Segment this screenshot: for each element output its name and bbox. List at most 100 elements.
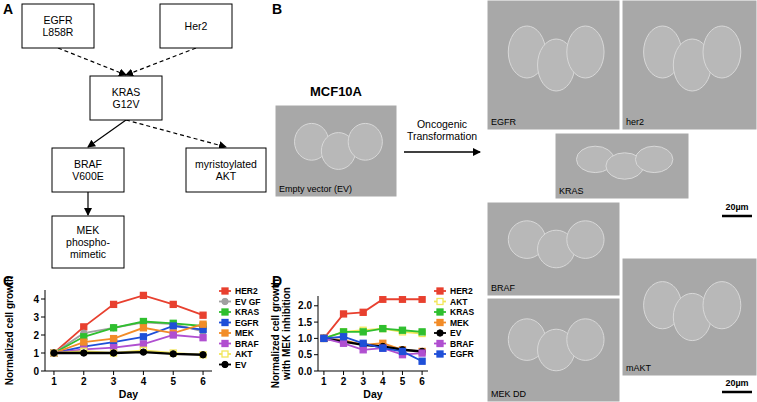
micrograph [622,258,757,376]
marker [419,329,425,335]
micrograph-label: BRAF [491,283,516,293]
marker [51,350,57,356]
x-tick-label: 1 [321,376,327,387]
marker [222,309,228,315]
legend-label: AKT [450,297,468,307]
x-axis-title: Day [119,388,138,400]
legend-label: MEK [450,318,470,328]
cell-outline [703,26,741,78]
marker [200,321,206,327]
node-label: KRASG12V [112,86,141,110]
marker [110,350,116,356]
marker [437,341,443,347]
marker [321,335,327,341]
y-tick-label: 0.5 [298,349,312,360]
x-tick [203,371,204,375]
marker [51,350,57,356]
marker [200,335,206,341]
y-tick [314,371,318,372]
marker [140,334,146,340]
x-tick-label: 1 [51,376,57,387]
marker [437,309,443,315]
legend-entry: EGFR [434,349,474,359]
marker [170,323,176,329]
legend-entry: MEK [434,318,470,328]
panel-letter: B [272,1,282,17]
series-line [54,322,203,354]
legend-entry: AKT [219,349,253,359]
marker [51,350,57,356]
legend-entry: KRAS [434,307,474,317]
marker [437,330,443,336]
x-tick [53,371,54,375]
x-tick [363,371,364,375]
cell-outline [348,123,382,160]
y-tick-label: 4 [33,294,39,305]
marker [170,301,176,307]
x-tick [173,371,174,375]
diagram: EGFRL858RHer2KRASG12VBRAFV600Emyristoyla… [22,4,266,268]
marker [170,351,176,357]
x-tick [402,371,403,375]
marker [321,335,327,341]
legend-entry: EV GF [219,297,261,307]
y-tick-label: 0.0 [298,366,312,377]
series-line [54,335,203,353]
marker [341,311,347,317]
x-tick [382,371,383,375]
node-label: Her2 [185,20,208,32]
marker [222,298,228,304]
legend-entry: EV [219,360,247,370]
legend-entry: EV [434,328,462,338]
node-box [160,4,232,48]
series-line [54,295,203,353]
y-tick-label: 0 [33,366,39,377]
micrograph-label: MEK DD [491,389,527,399]
scale-bar-label: 20µm [725,378,748,388]
marker [222,320,228,326]
marker [360,329,366,335]
marker [321,335,327,341]
legend-label: HER2 [235,286,258,296]
marker [111,350,117,356]
node-label: myristoylatedAKT [195,158,257,182]
node-box [90,76,162,120]
y-tick [41,317,45,318]
x-tick-label: 3 [111,376,117,387]
node-box [52,216,124,268]
marker [111,336,117,342]
marker [437,299,443,305]
marker [222,341,228,347]
micrograph-label: Empty vector (EV) [279,184,352,194]
marker [140,349,146,355]
y-axis-title: Normalized cell growth [4,276,15,385]
plot-area [51,292,207,358]
y-tick-label: 1 [33,348,39,359]
marker [81,350,87,356]
y-axis [318,296,319,371]
legend-label: BRAF [235,339,259,349]
legend-label: MEK [235,328,255,338]
scale-bar [722,215,752,218]
legend-label: EGFR [235,318,259,328]
legend-entry: AKT [434,297,468,307]
x-tick [143,371,144,375]
chart: 01234123456DayNormalized cell growthHER2… [4,276,261,400]
micrograph [487,298,620,402]
legend-label: EV [450,328,462,338]
y-tick [314,305,318,306]
marker [111,301,117,307]
legend-label: KRAS [235,307,259,317]
marker [222,361,228,367]
legend-label: KRAS [450,307,474,317]
series-line [54,352,203,355]
legend-label: BRAF [450,339,474,349]
node-box [22,4,94,48]
series-line [324,299,422,338]
marker [111,325,117,331]
y-tick [314,354,318,355]
node-label: MEKphospho-mimetic [66,224,110,260]
x-tick [83,371,84,375]
micrograph [487,202,620,296]
legend-entry: MEK [219,328,255,338]
